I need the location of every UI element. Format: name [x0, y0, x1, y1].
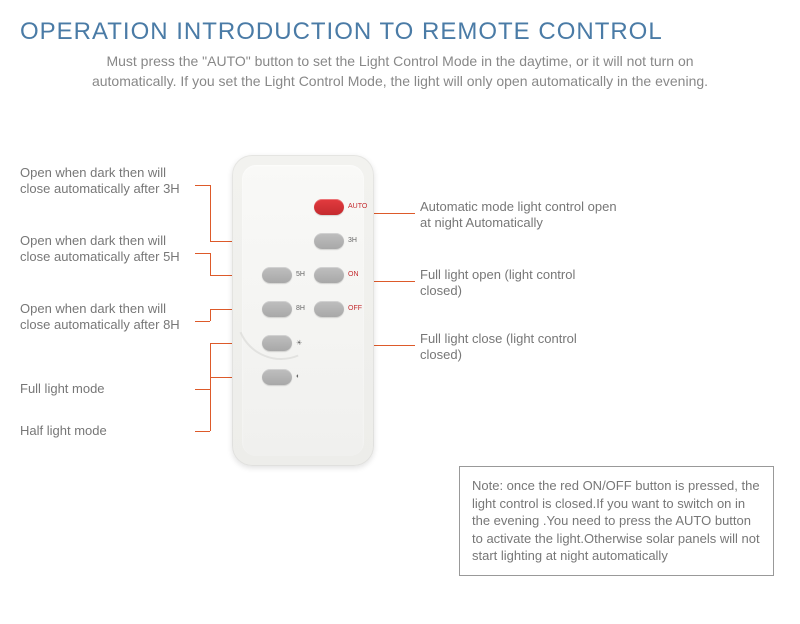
3h-button[interactable]: [314, 233, 344, 249]
label-lhalf: Half light mode: [20, 423, 195, 439]
half-button[interactable]: [262, 369, 292, 385]
callout-line: [369, 213, 415, 214]
label-ron: Full light open (light control closed): [420, 267, 620, 300]
label-l3h: Open when dark then will close automatic…: [20, 165, 195, 198]
auto-button[interactable]: [314, 199, 344, 215]
off-button[interactable]: [314, 301, 344, 317]
label-l5h: Open when dark then will close automatic…: [20, 233, 195, 266]
callout-line: [369, 281, 415, 282]
callout-line: [369, 345, 415, 346]
callout-line: [210, 253, 211, 275]
on-button[interactable]: [314, 267, 344, 283]
full-button-label: ☀: [296, 339, 302, 347]
header: OPERATION INTRODUCTION TO REMOTE CONTROL…: [0, 0, 800, 91]
remote-body: AUTO 3H 5H ON 8H OFF ☀ ◐: [232, 155, 374, 466]
3h-button-label: 3H: [348, 237, 357, 244]
note-box: Note: once the red ON/OFF button is pres…: [459, 466, 774, 576]
full-button[interactable]: [262, 335, 292, 351]
label-roff: Full light close (light control closed): [420, 331, 620, 364]
5h-button[interactable]: [262, 267, 292, 283]
callout-line: [195, 253, 210, 254]
label-lfull: Full light mode: [20, 381, 195, 397]
callout-line: [210, 185, 211, 241]
auto-button-label: AUTO: [348, 203, 367, 210]
on-button-label: ON: [348, 271, 359, 278]
callout-line: [210, 377, 211, 431]
off-button-label: OFF: [348, 305, 362, 312]
callout-line: [195, 321, 210, 322]
label-rauto: Automatic mode light control open at nig…: [420, 199, 620, 232]
half-button-label: ◐: [296, 373, 300, 380]
label-l8h: Open when dark then will close automatic…: [20, 301, 195, 334]
8h-button-label: 8H: [296, 305, 305, 312]
callout-line: [195, 185, 210, 186]
page-subtitle: Must press the "AUTO" button to set the …: [80, 52, 720, 91]
note-text: Note: once the red ON/OFF button is pres…: [472, 478, 760, 563]
8h-button[interactable]: [262, 301, 292, 317]
callout-line: [195, 389, 210, 390]
5h-button-label: 5H: [296, 271, 305, 278]
page-title: OPERATION INTRODUCTION TO REMOTE CONTROL: [20, 18, 780, 46]
callout-line: [195, 431, 210, 432]
callout-line: [210, 309, 211, 321]
